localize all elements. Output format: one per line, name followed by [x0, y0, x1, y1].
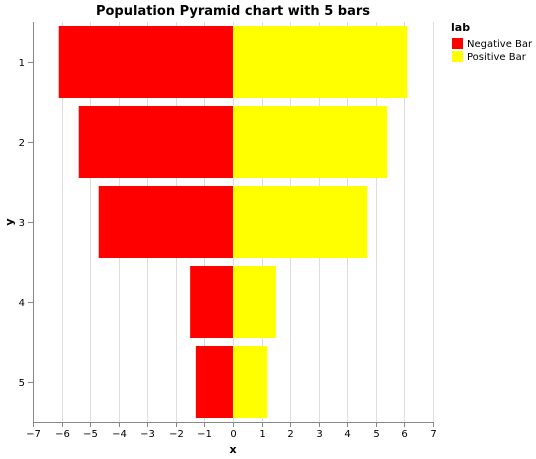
- negative-bar-4: [190, 266, 233, 338]
- x-tick-label: −4: [112, 429, 127, 440]
- negative-bar-3: [98, 186, 233, 258]
- y-tick-label: 1: [19, 58, 25, 69]
- positive-bar-4: [233, 266, 276, 338]
- legend: lab Negative Bar Positive Bar: [451, 21, 533, 63]
- y-tick-label: 4: [19, 298, 25, 309]
- y-tick-label: 3: [19, 218, 25, 229]
- x-tick-label: 3: [316, 429, 322, 440]
- negative-bar-5: [195, 346, 233, 418]
- negative-bar-1: [58, 26, 233, 98]
- chart-title: Population Pyramid chart with 5 bars: [96, 4, 370, 19]
- y-axis-title: y: [3, 218, 16, 225]
- x-tick-label: −5: [83, 429, 98, 440]
- x-tick-label: −7: [26, 429, 41, 440]
- y-tick-label: 2: [19, 138, 25, 149]
- y-tick-label: 5: [19, 378, 25, 389]
- x-tick-label: −2: [169, 429, 184, 440]
- positive-bar-1: [233, 26, 408, 98]
- x-axis-title: x: [229, 443, 236, 456]
- x-tick-label: −3: [140, 429, 155, 440]
- legend-label-negative: Negative Bar: [467, 39, 533, 50]
- x-tick-label: 1: [259, 429, 265, 440]
- legend-label-positive: Positive Bar: [467, 52, 527, 63]
- x-tick-label: −6: [55, 429, 70, 440]
- positive-bar-3: [233, 186, 368, 258]
- positive-bar-2: [233, 106, 388, 178]
- negative-bar-2: [78, 106, 233, 178]
- axes: −7 −6 −5 −4 −3 −2 −1 0 1 2 3 4 5 6 7 1 2 3 4 5: [19, 22, 437, 440]
- x-tick-label: 2: [287, 429, 293, 440]
- legend-title: lab: [451, 21, 470, 34]
- bars: [58, 26, 408, 418]
- positive-bar-5: [233, 346, 268, 418]
- legend-swatch-negative: [452, 38, 463, 49]
- x-tick-label: −1: [197, 429, 212, 440]
- x-tick-label: 7: [430, 429, 436, 440]
- legend-swatch-positive: [452, 51, 463, 62]
- x-tick-label: 5: [373, 429, 379, 440]
- x-tick-label: 4: [344, 429, 350, 440]
- x-tick-label: 0: [230, 429, 236, 440]
- x-tick-label: 6: [401, 429, 407, 440]
